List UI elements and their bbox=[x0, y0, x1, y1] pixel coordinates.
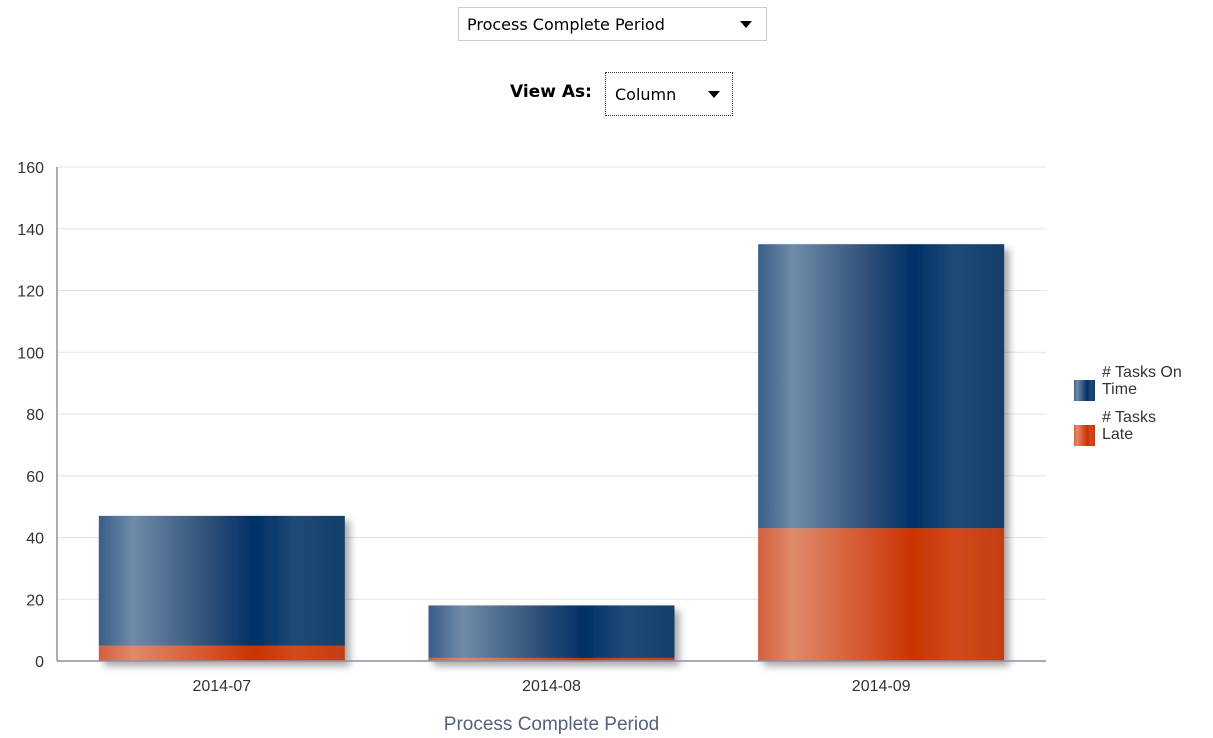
bar-tasks-late bbox=[98, 645, 345, 661]
bar-tasks-late bbox=[428, 657, 675, 661]
y-tick-label: 60 bbox=[26, 469, 44, 486]
x-tick-label: 2014-07 bbox=[192, 678, 251, 695]
y-tick-label: 100 bbox=[17, 345, 44, 362]
legend-swatch bbox=[1074, 425, 1095, 446]
chevron-down-icon bbox=[740, 20, 752, 28]
y-tick-label: 40 bbox=[26, 531, 44, 548]
period-select[interactable]: Process Complete Period bbox=[458, 7, 767, 41]
bar-tasks-on-time bbox=[758, 244, 1005, 529]
legend-label: # Tasks Late bbox=[1102, 409, 1156, 443]
y-tick-label: 140 bbox=[17, 222, 44, 239]
x-tick-label: 2014-09 bbox=[852, 678, 911, 695]
x-tick-label: 2014-08 bbox=[522, 678, 581, 695]
bar-tasks-late bbox=[758, 528, 1005, 661]
y-tick-label: 20 bbox=[26, 592, 44, 609]
bar-stack bbox=[98, 515, 345, 661]
chevron-down-icon bbox=[708, 90, 720, 98]
view-as-label: View As: bbox=[510, 82, 592, 102]
bars bbox=[98, 244, 1005, 661]
legend: # Tasks On Time # Tasks Late bbox=[1074, 364, 1182, 446]
x-axis-title: Process Complete Period bbox=[444, 714, 659, 735]
y-tick-label: 0 bbox=[35, 654, 44, 671]
bar-tasks-on-time bbox=[428, 605, 675, 658]
y-tick-label: 80 bbox=[26, 407, 44, 424]
y-tick-label: 120 bbox=[17, 284, 44, 301]
y-tick-label: 160 bbox=[17, 160, 44, 177]
view-as-value: Column bbox=[615, 84, 677, 104]
legend-item: # Tasks On Time bbox=[1074, 364, 1182, 401]
legend-swatch bbox=[1074, 380, 1095, 401]
x-axis-ticks: 2014-07 2014-08 2014-09 bbox=[192, 678, 910, 695]
legend-label: # Tasks On Time bbox=[1102, 364, 1182, 398]
bar-stack bbox=[758, 244, 1005, 661]
bar-stack bbox=[428, 605, 675, 661]
period-select-value: Process Complete Period bbox=[467, 14, 665, 34]
axes bbox=[56, 167, 1046, 662]
legend-item: # Tasks Late bbox=[1074, 409, 1156, 446]
y-axis-ticks: 0 20 40 60 80 100 120 140 160 bbox=[17, 160, 44, 671]
view-as-select[interactable]: Column bbox=[605, 72, 733, 116]
bar-tasks-on-time bbox=[98, 515, 345, 646]
